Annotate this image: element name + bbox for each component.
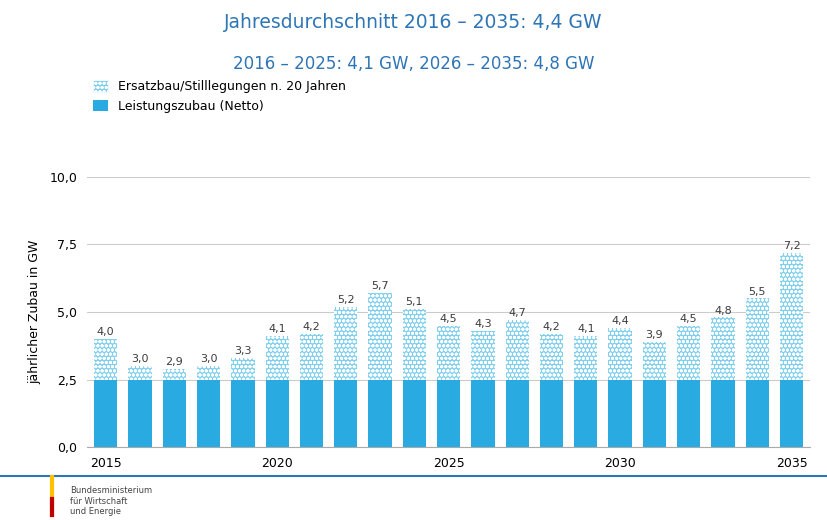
Bar bbox=[300, 380, 323, 447]
Bar bbox=[334, 380, 357, 447]
Bar bbox=[163, 380, 186, 447]
Bar bbox=[403, 380, 426, 447]
Bar bbox=[163, 369, 186, 380]
Text: 4,1: 4,1 bbox=[268, 324, 286, 334]
Bar bbox=[643, 342, 666, 380]
Bar bbox=[643, 380, 666, 447]
Bar bbox=[368, 293, 392, 380]
Text: 3,3: 3,3 bbox=[234, 346, 251, 356]
Bar bbox=[711, 380, 734, 447]
Bar bbox=[609, 328, 632, 380]
Bar bbox=[334, 307, 357, 380]
Text: 4,5: 4,5 bbox=[680, 314, 697, 323]
Text: 3,0: 3,0 bbox=[200, 354, 218, 364]
Text: 4,8: 4,8 bbox=[715, 306, 732, 316]
Bar bbox=[265, 336, 289, 380]
Bar bbox=[403, 309, 426, 380]
Bar bbox=[437, 380, 461, 447]
Bar bbox=[300, 334, 323, 380]
Text: 4,1: 4,1 bbox=[577, 324, 595, 334]
Bar bbox=[780, 380, 803, 447]
Text: 4,2: 4,2 bbox=[303, 322, 320, 332]
Bar bbox=[128, 366, 151, 380]
Text: 3,9: 3,9 bbox=[646, 330, 663, 340]
Bar bbox=[232, 380, 255, 447]
Text: 5,1: 5,1 bbox=[405, 297, 423, 307]
Text: 5,2: 5,2 bbox=[337, 295, 355, 305]
Bar bbox=[746, 298, 769, 380]
Bar bbox=[505, 380, 529, 447]
Bar bbox=[471, 331, 495, 380]
Bar bbox=[609, 380, 632, 447]
Text: Jahresdurchschnitt 2016 – 2035: 4,4 GW: Jahresdurchschnitt 2016 – 2035: 4,4 GW bbox=[224, 13, 603, 32]
Legend: Ersatzbau/Stilllegungen n. 20 Jahren, Leistungszubau (Netto): Ersatzbau/Stilllegungen n. 20 Jahren, Le… bbox=[93, 80, 346, 112]
Bar bbox=[540, 334, 563, 380]
Text: 4,0: 4,0 bbox=[97, 327, 114, 337]
Bar bbox=[677, 380, 700, 447]
Text: 4,7: 4,7 bbox=[509, 308, 526, 318]
Bar bbox=[368, 380, 392, 447]
Y-axis label: jährlicher Zubau in GW: jährlicher Zubau in GW bbox=[28, 240, 41, 384]
Text: 5,7: 5,7 bbox=[371, 281, 389, 291]
Text: 4,5: 4,5 bbox=[440, 314, 457, 323]
Bar bbox=[746, 380, 769, 447]
Bar bbox=[197, 366, 220, 380]
Bar bbox=[197, 380, 220, 447]
Text: Bundesministerium
für Wirtschaft
und Energie: Bundesministerium für Wirtschaft und Ene… bbox=[70, 486, 152, 516]
Bar bbox=[437, 326, 461, 380]
Text: 5,5: 5,5 bbox=[748, 287, 766, 296]
Bar bbox=[94, 380, 117, 447]
Text: 4,3: 4,3 bbox=[474, 319, 492, 329]
Text: 2,9: 2,9 bbox=[165, 357, 183, 367]
Text: 3,0: 3,0 bbox=[131, 354, 149, 364]
Bar bbox=[540, 380, 563, 447]
Bar bbox=[471, 380, 495, 447]
Bar bbox=[505, 320, 529, 380]
Bar bbox=[265, 380, 289, 447]
Text: 4,2: 4,2 bbox=[543, 322, 561, 332]
Bar bbox=[780, 253, 803, 380]
Bar bbox=[232, 358, 255, 380]
Bar bbox=[574, 380, 597, 447]
Text: 7,2: 7,2 bbox=[782, 241, 801, 251]
Bar bbox=[677, 326, 700, 380]
Text: 4,4: 4,4 bbox=[611, 316, 629, 327]
Bar bbox=[574, 336, 597, 380]
Text: 2016 – 2025: 4,1 GW, 2026 – 2035: 4,8 GW: 2016 – 2025: 4,1 GW, 2026 – 2035: 4,8 GW bbox=[232, 55, 595, 73]
Bar bbox=[94, 339, 117, 380]
Bar bbox=[128, 380, 151, 447]
Bar bbox=[711, 317, 734, 380]
